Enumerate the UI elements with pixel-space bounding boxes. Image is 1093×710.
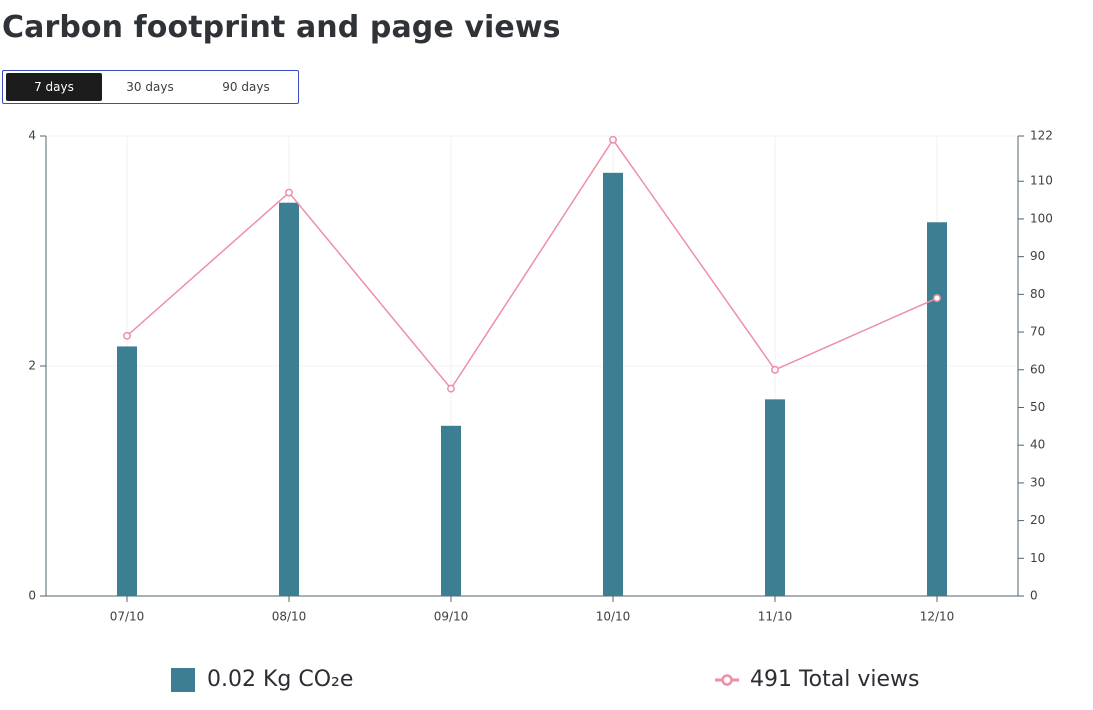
bar-carbon (603, 172, 623, 597)
date-range-toggle: 7 days 30 days 90 days (2, 70, 299, 104)
range-30-days-button[interactable]: 30 days (126, 80, 174, 94)
y-left-tick-label: 2 (28, 359, 36, 373)
legend-views-label: 491 Total views (750, 667, 920, 692)
legend-item-views: 491 Total views (714, 667, 919, 692)
line-views (126, 138, 938, 390)
y-right-tick-label: 80 (1030, 287, 1045, 301)
legend-bar-swatch (171, 667, 195, 692)
point-views (771, 365, 779, 374)
bar-carbon (927, 222, 947, 596)
y-left-tick-label: 0 (28, 589, 36, 603)
bar-carbon (441, 425, 461, 596)
range-90-days-button[interactable]: 90 days (222, 80, 270, 94)
y-right-tick-label: 122 (1030, 129, 1053, 143)
point-views (933, 294, 941, 303)
point-views (447, 384, 455, 393)
y-right-tick-label: 100 (1030, 211, 1053, 225)
bar-carbon (765, 399, 785, 596)
y-right-tick-label: 90 (1030, 249, 1045, 263)
point-views (285, 188, 293, 197)
x-tick-label: 09/10 (434, 610, 469, 624)
page-title: Carbon footprint and page views (2, 10, 561, 45)
bar-carbon (117, 346, 137, 596)
y-right-tick-label: 40 (1030, 438, 1045, 452)
x-tick-label: 08/10 (272, 610, 307, 624)
y-right-tick-label: 30 (1030, 475, 1045, 489)
y-right-tick-label: 60 (1030, 362, 1045, 376)
y-right-tick-label: 10 (1030, 551, 1045, 565)
y-left-tick-label: 4 (28, 129, 36, 143)
x-tick-label: 12/10 (920, 610, 955, 624)
legend-carbon-label: 0.02 Kg CO₂e (207, 667, 354, 692)
x-tick-label: 07/10 (110, 610, 145, 624)
range-7-days-button[interactable]: 7 days (6, 73, 102, 101)
y-right-tick-label: 70 (1030, 325, 1045, 339)
y-right-tick-label: 20 (1030, 513, 1045, 527)
x-tick-label: 11/10 (758, 610, 793, 624)
x-tick-label: 10/10 (596, 610, 631, 624)
y-right-tick-label: 50 (1030, 400, 1045, 414)
legend-item-carbon: 0.02 Kg CO₂e (171, 667, 353, 692)
y-right-tick-label: 0 (1030, 589, 1038, 603)
point-views (123, 331, 131, 340)
bar-carbon (279, 202, 299, 596)
legend-line-marker-icon (715, 673, 739, 686)
y-right-tick-label: 110 (1030, 174, 1053, 188)
point-views (609, 135, 617, 144)
